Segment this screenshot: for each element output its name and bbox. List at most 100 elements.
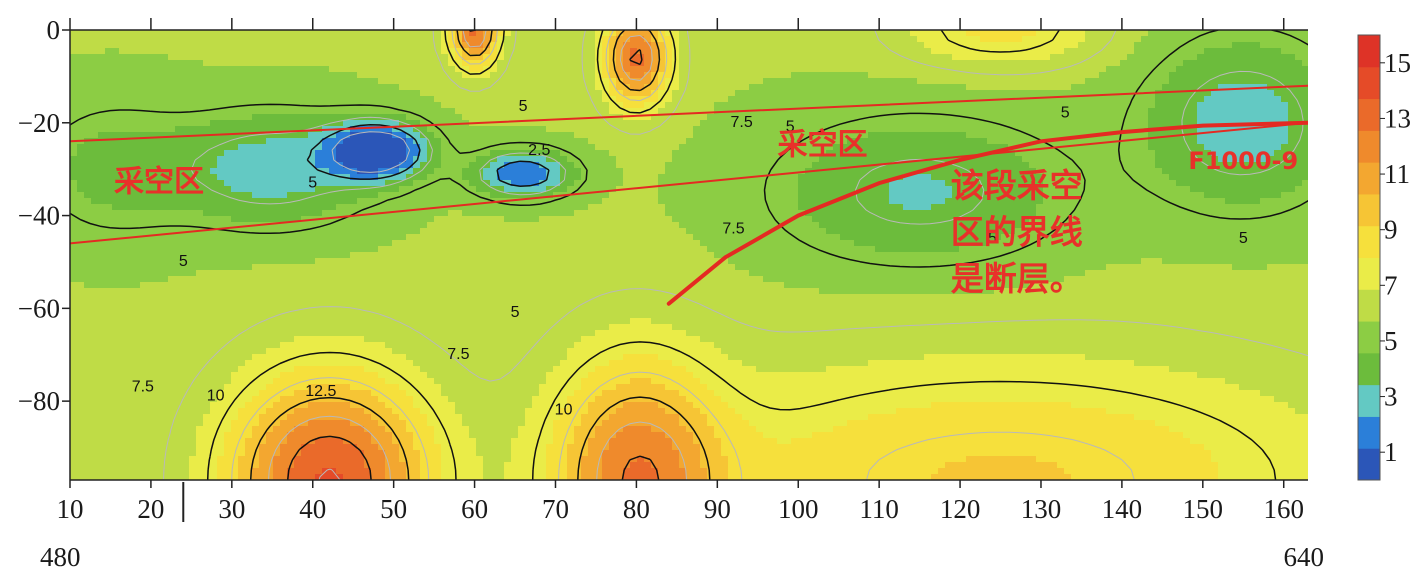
field-cell — [966, 174, 974, 181]
field-cell — [1022, 174, 1030, 181]
field-cell — [1211, 60, 1219, 67]
field-cell — [133, 42, 141, 49]
field-cell — [259, 186, 267, 193]
field-cell — [938, 186, 946, 193]
field-cell — [287, 150, 295, 157]
field-cell — [609, 102, 617, 109]
field-cell — [616, 150, 624, 157]
field-cell — [1169, 120, 1177, 127]
field-cell — [819, 72, 827, 79]
field-cell — [1050, 48, 1058, 55]
field-cell — [1064, 132, 1072, 139]
field-cell — [91, 126, 99, 133]
field-cell — [1127, 72, 1135, 79]
field-cell — [294, 108, 302, 115]
field-cell — [1183, 168, 1191, 175]
field-cell — [301, 78, 309, 85]
field-cell — [91, 48, 99, 55]
field-cell — [553, 162, 561, 169]
field-cell — [322, 186, 330, 193]
field-cell — [490, 174, 498, 181]
field-cell — [1274, 90, 1282, 97]
field-cell — [532, 72, 540, 79]
field-cell — [840, 132, 848, 139]
field-cell — [147, 144, 155, 151]
field-cell — [147, 90, 155, 97]
field-cell — [973, 48, 981, 55]
field-cell — [1169, 90, 1177, 97]
field-cell — [1029, 132, 1037, 139]
field-cell — [364, 66, 372, 73]
field-cell — [707, 114, 715, 121]
field-cell — [434, 30, 442, 37]
field-cell — [707, 186, 715, 193]
field-cell — [553, 174, 561, 181]
field-cell — [819, 156, 827, 163]
field-cell — [609, 192, 617, 199]
field-cell — [805, 180, 813, 187]
field-cell — [525, 108, 533, 115]
field-cell — [1092, 84, 1100, 91]
field-cell — [1253, 90, 1261, 97]
field-cell — [651, 150, 659, 157]
field-cell — [742, 78, 750, 85]
field-cell — [1057, 42, 1065, 49]
field-cell — [91, 84, 99, 91]
field-cell — [455, 96, 463, 103]
field-cell — [595, 126, 603, 133]
field-cell — [98, 42, 106, 49]
field-cell — [532, 90, 540, 97]
field-cell — [1099, 78, 1107, 85]
field-cell — [952, 132, 960, 139]
field-cell — [756, 30, 764, 37]
field-cell — [518, 192, 526, 199]
field-cell — [168, 168, 176, 175]
field-cell — [301, 96, 309, 103]
field-cell — [651, 144, 659, 151]
field-cell — [469, 138, 477, 145]
field-cell — [602, 126, 610, 133]
field-cell — [448, 36, 456, 43]
field-cell — [693, 126, 701, 133]
field-cell — [1190, 168, 1198, 175]
field-cell — [553, 132, 561, 139]
field-cell — [1071, 96, 1079, 103]
field-cell — [938, 60, 946, 67]
field-cell — [77, 126, 85, 133]
field-cell — [1253, 102, 1261, 109]
field-cell — [504, 108, 512, 115]
field-cell — [1036, 174, 1044, 181]
field-cell — [1099, 102, 1107, 109]
field-cell — [847, 36, 855, 43]
field-cell — [728, 60, 736, 67]
field-cell — [70, 132, 78, 139]
field-cell — [1099, 168, 1107, 175]
field-cell — [238, 84, 246, 91]
field-cell — [1211, 108, 1219, 115]
field-cell — [854, 48, 862, 55]
field-cell — [1281, 162, 1289, 169]
field-cell — [315, 84, 323, 91]
field-cell — [966, 162, 974, 169]
field-cell — [399, 36, 407, 43]
field-cell — [644, 114, 652, 121]
field-cell — [1022, 84, 1030, 91]
field-cell — [910, 96, 918, 103]
field-cell — [399, 66, 407, 73]
field-cell — [1183, 60, 1191, 67]
field-cell — [714, 78, 722, 85]
field-cell — [1183, 138, 1191, 145]
field-cell — [798, 102, 806, 109]
field-cell — [658, 144, 666, 151]
field-cell — [1197, 42, 1205, 49]
field-cell — [1253, 96, 1261, 103]
field-cell — [875, 126, 883, 133]
field-cell — [931, 102, 939, 109]
field-cell — [847, 174, 855, 181]
field-cell — [518, 186, 526, 193]
field-cell — [490, 150, 498, 157]
field-cell — [945, 144, 953, 151]
field-cell — [994, 42, 1002, 49]
field-cell — [1239, 102, 1247, 109]
field-cell — [1162, 102, 1170, 109]
